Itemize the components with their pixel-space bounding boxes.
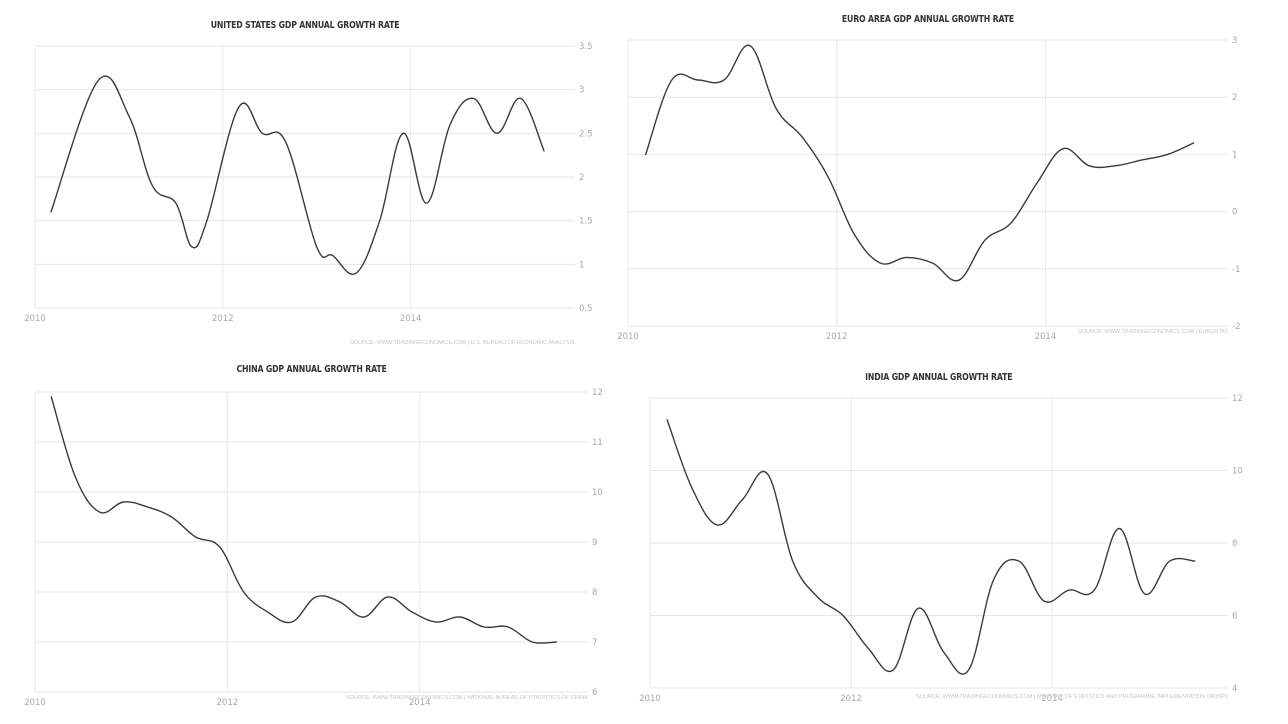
us-gdp-chart: 3.5 3 2.5 2 1.5 1 0.5 2010 2012 2014 UNITED STATE… [24, 10, 595, 355]
x-tick-label: 2014 [400, 314, 422, 324]
y-tick-label: -1 [1232, 265, 1240, 275]
y-tick-label: 1.5 [579, 217, 593, 227]
chart-svg: 3.5 3 2.5 2 1.5 1 0.5 2010 2012 2014 [24, 42, 593, 324]
chart-svg: 12 11 10 9 8 7 6 2010 2012 2014 [24, 388, 603, 708]
y-tick-label: 2 [579, 173, 584, 183]
y-tick-label: 4 [1232, 684, 1237, 694]
y-tick-label: 1 [579, 260, 584, 270]
x-tick-label: 2012 [840, 694, 862, 704]
y-tick-label: 2 [1232, 93, 1237, 103]
series-line [50, 75, 545, 276]
x-tick-label: 2010 [24, 314, 46, 324]
series-line [50, 396, 557, 644]
y-tick-label: 12 [1232, 394, 1243, 404]
y-tick-label: 3 [1232, 36, 1237, 46]
x-tick-label: 2012 [212, 314, 234, 324]
x-tick-label: 2010 [617, 332, 639, 342]
y-tick-label: 8 [1232, 539, 1237, 549]
y-tick-label: 3 [579, 86, 584, 96]
chart-source: SOURCE: WWW.TRADINGECONOMICS.COM | EUROS… [1078, 329, 1229, 335]
y-tick-label: 9 [592, 538, 597, 548]
chart-title: CHINA GDP ANNUAL GROWTH RATE [236, 364, 387, 375]
chart-source: SOURCE: WWW.TRADINGECONOMICS.COM | MINIS… [916, 694, 1229, 700]
china-gdp-chart: 12 11 10 9 8 7 6 2010 2012 2014 CHINA GDP ANNUAL … [24, 356, 605, 708]
y-tick-label: 6 [592, 688, 597, 698]
india-gdp-chart: 12 10 8 6 4 2010 2012 2014 INDIA GDP ANNUAL GRO… [639, 364, 1260, 704]
y-tick-label: 7 [592, 638, 597, 648]
chart-svg: 3 2 1 0 -1 -2 2010 2012 2014 [617, 36, 1240, 342]
series-line [666, 419, 1196, 675]
x-tick-label: 2010 [24, 698, 46, 708]
y-tick-label: 1 [1232, 150, 1237, 160]
x-tick-label: 2014 [409, 698, 431, 708]
y-tick-label: 10 [592, 488, 603, 498]
chart-title: INDIA GDP ANNUAL GROWTH RATE [865, 372, 1013, 383]
y-tick-label: 3.5 [579, 42, 593, 52]
chart-source: SOURCE: WWW.TRADINGECONOMICS.COM | U.S. … [350, 340, 575, 346]
x-tick-label: 2012 [217, 698, 239, 708]
series-line [645, 44, 1195, 282]
y-tick-label: 12 [592, 388, 603, 398]
x-tick-label: 2014 [1041, 694, 1063, 704]
y-tick-label: 0 [1232, 208, 1237, 218]
y-tick-label: 2.5 [579, 129, 593, 139]
y-tick-label: 0.5 [579, 304, 593, 314]
x-tick-label: 2012 [826, 332, 848, 342]
y-tick-label: 8 [592, 588, 597, 598]
euro-area-gdp-chart: 3 2 1 0 -1 -2 2010 2012 2014 EURO AREA GDP ANNUA… [617, 4, 1248, 342]
x-tick-label: 2014 [1035, 332, 1057, 342]
chart-title: UNITED STATES GDP ANNUAL GROWTH RATE [210, 20, 400, 31]
y-tick-label: -2 [1232, 322, 1240, 332]
y-tick-label: 11 [592, 438, 603, 448]
y-tick-label: 6 [1232, 612, 1237, 622]
chart-title: EURO AREA GDP ANNUAL GROWTH RATE [841, 14, 1015, 25]
x-tick-label: 2010 [639, 694, 661, 704]
chart-svg: 12 10 8 6 4 2010 2012 2014 [639, 394, 1243, 704]
y-tick-label: 10 [1232, 467, 1243, 477]
chart-source: SOURCE: WWW.TRADINGECONOMICS.COM | NATIO… [346, 695, 588, 701]
